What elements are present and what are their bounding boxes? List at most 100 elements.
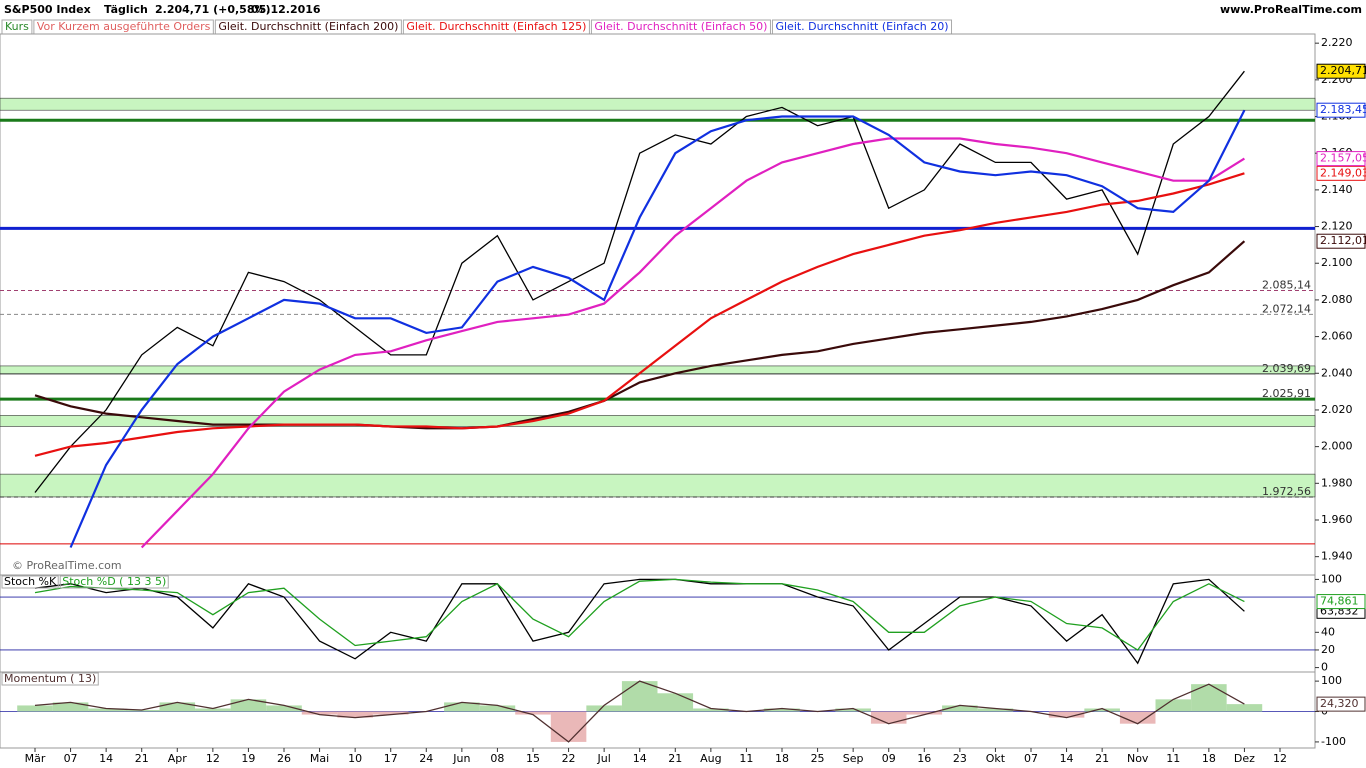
legend-entry: Stoch %K [4,575,57,588]
y-tick-label: 2.140 [1321,183,1353,196]
x-tick-label: 21 [135,752,149,765]
momentum-bar [195,708,231,712]
momentum-bar [372,711,409,715]
momentum-bar [337,711,373,718]
series-line [34,578,1245,665]
momentum-bar [657,693,694,712]
legend-entry: Kurs [5,20,29,33]
y-tick-label: 1.940 [1321,550,1353,563]
value-label: 24,320 [1320,697,1359,710]
momentum-bar [764,708,800,712]
value-label-box [1316,63,1366,79]
value-label-box [1316,696,1366,712]
x-tick-label: 07 [64,752,78,765]
momentum-bar [550,711,587,742]
value-label: 2.204,71 [1320,64,1366,77]
value-label-box [1316,594,1366,610]
legend-entry: Gleit. Durchschnitt (Einfach 50) [594,20,767,33]
series-line [34,70,1245,493]
x-tick-label: Sep [843,752,864,765]
momentum-bar [266,705,302,712]
legend-entry: Stoch %D ( 13 3 5) [62,575,166,588]
legend-entry: Momentum ( 13) [4,672,96,685]
y-tick-label: 100 [1321,572,1342,585]
x-tick-label: 22 [562,752,576,765]
momentum-bar [88,708,124,712]
x-tick-label: Aug [700,752,721,765]
panel-frame [0,671,1316,749]
x-tick-label: 10 [348,752,362,765]
momentum-bar [1119,711,1156,724]
zone [0,415,1316,427]
level-label: 2.072,14 [1262,302,1311,315]
momentum-bar [1155,699,1192,712]
legend-box [1,575,59,589]
momentum-bar [693,708,729,712]
x-tick-label: 21 [1095,752,1109,765]
value-label: 2.112,01 [1320,234,1366,247]
x-tick-label: 14 [633,752,647,765]
legend-box [1,672,99,686]
y-tick-label: 1.980 [1321,476,1353,489]
value-label-box [1316,102,1366,118]
y-tick-label: 2.040 [1321,366,1353,379]
momentum-bar [870,711,907,724]
momentum-bar [230,699,267,712]
momentum-bar [1048,711,1085,718]
x-tick-label: 18 [1202,752,1216,765]
x-tick-label: Nov [1127,752,1149,765]
x-tick-label: 11 [739,752,753,765]
y-tick-label: 100 [1321,674,1342,687]
y-tick-label: 2.220 [1321,36,1353,49]
x-tick-label: Jul [597,752,611,765]
value-label: 2.183,45 [1320,103,1366,116]
momentum-bar [17,705,53,712]
series-line [140,137,1245,549]
period: Täglich [104,3,148,16]
y-tick-label: 2.000 [1321,440,1353,453]
level-label: 2.039,69 [1262,362,1311,375]
value-label-box [1316,233,1366,249]
x-tick-label: 23 [953,752,967,765]
x-tick-label: 16 [917,752,931,765]
y-tick-label: 2.100 [1321,256,1353,269]
x-tick-label: Jun [452,752,470,765]
y-tick-label: 2.120 [1321,220,1353,233]
momentum-bar [586,705,622,712]
watermark: © ProRealTime.com [12,559,122,572]
level-label: 2.025,91 [1262,387,1311,400]
legend-entry: Gleit. Durchschnitt (Einfach 125) [406,20,586,33]
x-tick-label: 14 [99,752,113,765]
x-tick-label: 24 [419,752,433,765]
series-line [69,109,1246,548]
legend-box [59,575,169,589]
zone [0,473,1316,498]
x-tick-label: Mär [25,752,46,765]
x-tick-label: 21 [668,752,682,765]
y-tick-label: 2.060 [1321,330,1353,343]
x-tick-label: 09 [882,752,896,765]
momentum-bar [515,711,551,715]
y-tick-label: 2.080 [1321,293,1353,306]
x-tick-label: 08 [490,752,504,765]
value-label-box [1316,151,1366,167]
value-label-box [1316,165,1366,181]
x-tick-label: Mai [310,752,329,765]
x-tick-label: 18 [775,752,789,765]
x-tick-label: 14 [1060,752,1074,765]
x-tick-label: 07 [1024,752,1038,765]
date: 05.12.2016 [251,3,321,16]
momentum-bar [942,705,978,712]
y-tick-label: 2.020 [1321,403,1353,416]
level-label: 2.085,14 [1262,278,1311,291]
legend-entry: Gleit. Durchschnitt (Einfach 200) [218,20,398,33]
momentum-bar [1191,684,1227,712]
x-tick-label: 11 [1166,752,1180,765]
momentum-bar [301,711,338,715]
x-tick-label: Apr [168,752,188,765]
value-label: 2.149,03 [1320,166,1366,179]
series-line [34,172,1245,457]
momentum-bar [479,705,516,712]
y-tick-label: 0 [1321,661,1328,674]
